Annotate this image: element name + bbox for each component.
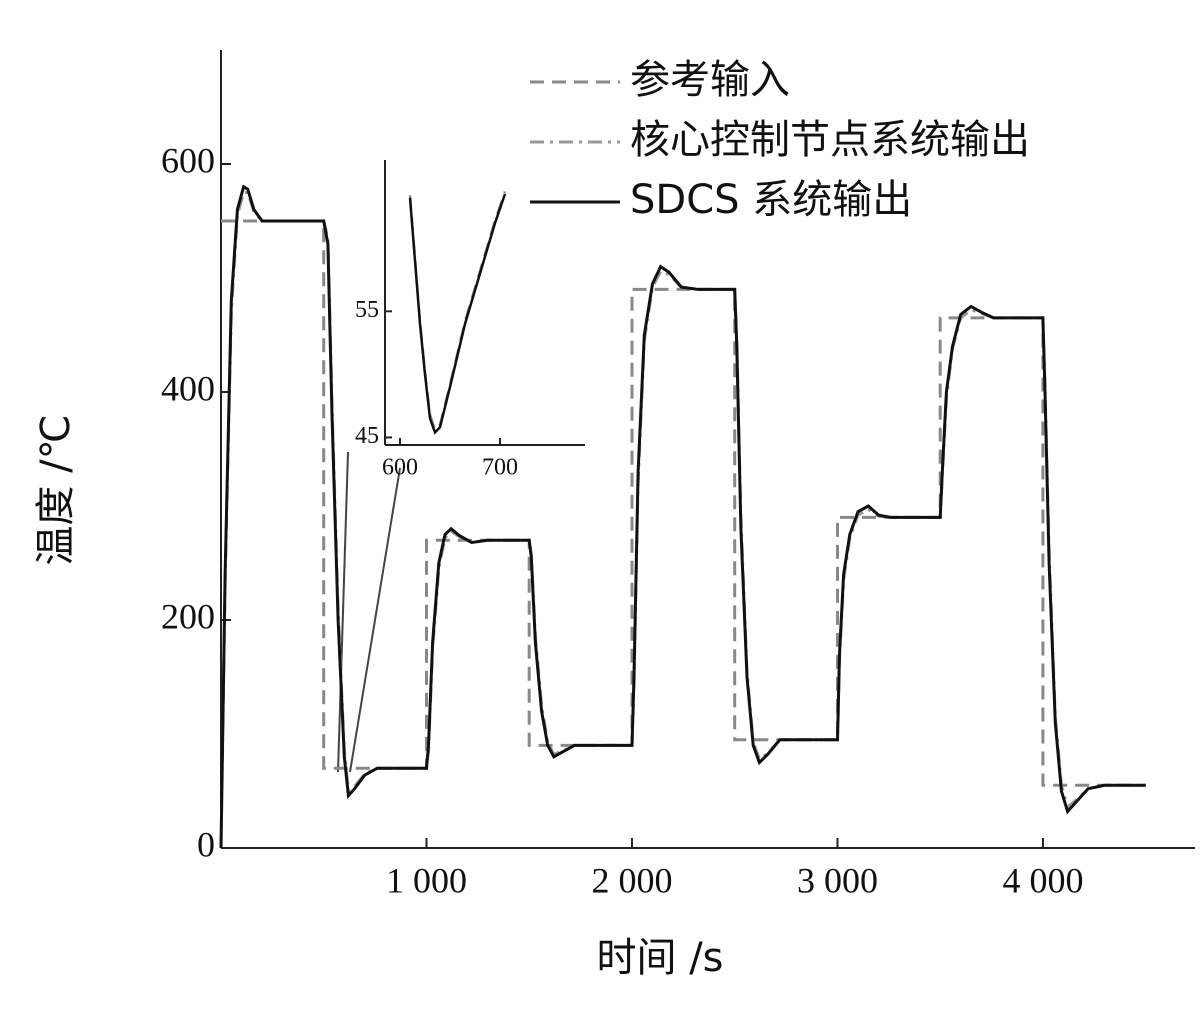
- legend-label: 参考输入: [630, 57, 790, 103]
- y-tick-label: 55: [355, 297, 379, 323]
- y-tick-label: 45: [355, 423, 379, 449]
- series-line: [408, 193, 507, 435]
- series-line: [219, 184, 1146, 849]
- x-tick-label: 2 000: [591, 860, 672, 900]
- y-axis-label: 温度 /℃: [33, 414, 79, 565]
- y-tick-label: 400: [161, 368, 215, 408]
- x-tick-label: 600: [382, 455, 418, 481]
- x-tick-label: 700: [482, 455, 518, 481]
- x-tick-label: 4 000: [1002, 860, 1083, 900]
- x-axis-label: 时间 /s: [596, 935, 723, 981]
- x-tick-label: 3 000: [797, 860, 878, 900]
- legend-label: 核心控制节点系统输出: [630, 117, 1030, 163]
- x-tick-label: 1 000: [386, 860, 467, 900]
- y-tick-label: 200: [161, 596, 215, 636]
- y-tick-label: 0: [197, 824, 215, 864]
- legend-label: SDCS 系统输出: [630, 177, 912, 223]
- zoom-connector: [337, 451, 349, 773]
- zoom-connector: [349, 467, 401, 773]
- y-tick-label: 600: [161, 140, 215, 180]
